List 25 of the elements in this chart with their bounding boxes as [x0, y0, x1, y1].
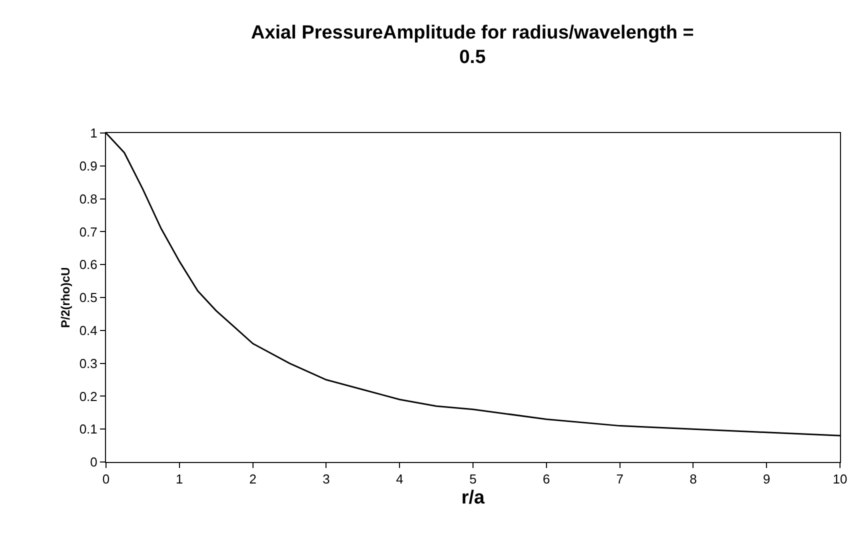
y-tick-label: 0.8 — [79, 191, 98, 206]
x-tick-label: 2 — [249, 472, 256, 487]
x-axis-title: r/a — [461, 487, 486, 508]
x-tick-label: 10 — [832, 472, 848, 487]
y-tick-label: 0.2 — [79, 388, 98, 404]
y-tick-label: 1 — [90, 126, 98, 141]
y-tick-label: 0 — [90, 454, 98, 470]
x-tick-label: 7 — [616, 472, 624, 487]
y-tick-label: 0.9 — [79, 158, 98, 174]
x-tick-label: 9 — [762, 472, 770, 487]
y-tick-label: 0.5 — [79, 290, 98, 306]
x-tick-label: 3 — [322, 472, 330, 487]
y-tick-label: 0.7 — [79, 224, 98, 240]
y-tick-label: 0.4 — [79, 322, 98, 338]
chart-title: Axial PressureAmplitude for radius/wavelength = 0.5 — [250, 22, 694, 68]
y-axis-title: P/2(rho)cU — [58, 267, 73, 328]
x-tick-label: 6 — [542, 472, 550, 487]
y-tick-label: 0.3 — [79, 356, 98, 371]
y-tick-label: 0.6 — [79, 257, 98, 272]
x-tick-label: 4 — [396, 472, 404, 487]
x-tick-label: 0 — [102, 472, 110, 487]
y-tick-label: 0.1 — [79, 422, 98, 437]
x-tick-label: 1 — [176, 472, 184, 487]
x-tick-label: 8 — [690, 472, 697, 487]
x-tick-label: 5 — [469, 472, 477, 487]
